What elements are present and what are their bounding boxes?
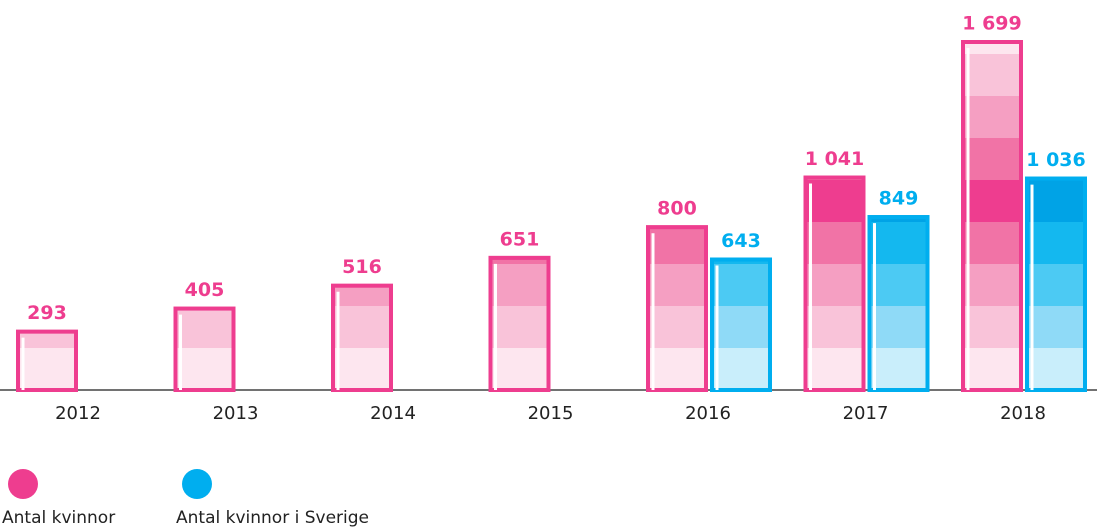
bar-stripe bbox=[867, 348, 930, 390]
bar-stripe bbox=[803, 348, 866, 390]
x-tick-label: 2017 bbox=[843, 403, 889, 424]
x-tick-label: 2013 bbox=[213, 403, 259, 424]
bar-stripe bbox=[961, 180, 1023, 222]
bar-stripe bbox=[803, 264, 866, 306]
bar-stripe bbox=[867, 222, 930, 264]
bar-stripe bbox=[867, 264, 930, 306]
bar bbox=[488, 255, 551, 392]
bar-stripe bbox=[646, 225, 708, 264]
bar-stripe bbox=[16, 348, 78, 390]
bar bbox=[867, 215, 930, 392]
bar-outline bbox=[710, 257, 772, 392]
bar-stripe bbox=[331, 306, 393, 348]
bar-stripe bbox=[803, 180, 866, 222]
bar bbox=[646, 225, 708, 392]
x-tick-label: 2016 bbox=[685, 403, 731, 424]
bar-stripe bbox=[961, 306, 1023, 348]
bar bbox=[803, 175, 866, 392]
bar bbox=[173, 306, 236, 392]
value-label: 849 bbox=[879, 188, 919, 210]
bar-stripe bbox=[488, 264, 551, 306]
bar-stripe bbox=[173, 348, 236, 390]
value-label: 643 bbox=[721, 230, 761, 252]
bar-stripe bbox=[867, 306, 930, 348]
bar-stripe bbox=[1025, 222, 1087, 264]
bar-stripe bbox=[1025, 306, 1087, 348]
bar-outline bbox=[16, 329, 78, 392]
bar-stripe bbox=[710, 264, 772, 306]
bar-outline bbox=[867, 215, 930, 392]
bar bbox=[710, 257, 772, 392]
bar-stripe bbox=[961, 96, 1023, 138]
x-tick-label: 2012 bbox=[55, 403, 101, 424]
bar-stripe bbox=[961, 348, 1023, 390]
x-tick-label: 2014 bbox=[370, 403, 416, 424]
bar bbox=[1025, 176, 1087, 392]
bar-stripe bbox=[1025, 180, 1087, 222]
value-label: 800 bbox=[657, 198, 697, 220]
bar-stripe bbox=[710, 306, 772, 348]
bar-stripe bbox=[803, 222, 866, 264]
bar-stripe bbox=[646, 306, 708, 348]
bar-stripe bbox=[488, 348, 551, 390]
bar bbox=[961, 40, 1023, 392]
bar-stripe bbox=[1025, 348, 1087, 390]
bar-stripe bbox=[1025, 264, 1087, 306]
value-label: 1 036 bbox=[1026, 149, 1086, 171]
bar bbox=[16, 329, 78, 392]
bar-stripe bbox=[710, 348, 772, 390]
bar-outline bbox=[803, 175, 866, 392]
bar-outline bbox=[331, 283, 393, 392]
value-label: 516 bbox=[342, 256, 382, 278]
bar-outline bbox=[646, 225, 708, 392]
bar-stripe bbox=[331, 283, 393, 306]
x-tick-label: 2015 bbox=[528, 403, 574, 424]
bar-outline bbox=[1025, 176, 1087, 392]
legend-label: Antal kvinnor i Sverige bbox=[176, 508, 369, 528]
value-label: 1 041 bbox=[805, 148, 865, 170]
bar-outline bbox=[961, 40, 1023, 392]
bar-stripe bbox=[803, 306, 866, 348]
value-label: 651 bbox=[500, 228, 540, 250]
value-label: 405 bbox=[185, 279, 225, 301]
bar-stripe bbox=[961, 138, 1023, 180]
legend-swatch bbox=[182, 469, 212, 499]
bar-stripe bbox=[646, 264, 708, 306]
bar-stripe bbox=[646, 348, 708, 390]
bar-stripe bbox=[488, 306, 551, 348]
bar-stripe bbox=[16, 329, 78, 348]
bar-stripe bbox=[488, 255, 551, 264]
bar-stripe bbox=[961, 222, 1023, 264]
legend-swatch bbox=[8, 469, 38, 499]
bar-outline bbox=[488, 255, 551, 392]
value-label: 293 bbox=[27, 302, 67, 324]
bar-stripe bbox=[961, 264, 1023, 306]
legend-label: Antal kvinnor bbox=[2, 508, 115, 528]
bar bbox=[331, 283, 393, 392]
x-tick-label: 2018 bbox=[1000, 403, 1046, 424]
bar-stripe bbox=[173, 306, 236, 348]
value-label: 1 699 bbox=[962, 13, 1022, 35]
bar-stripe bbox=[961, 54, 1023, 96]
bar-outline bbox=[173, 306, 236, 392]
bar-stripe bbox=[331, 348, 393, 390]
